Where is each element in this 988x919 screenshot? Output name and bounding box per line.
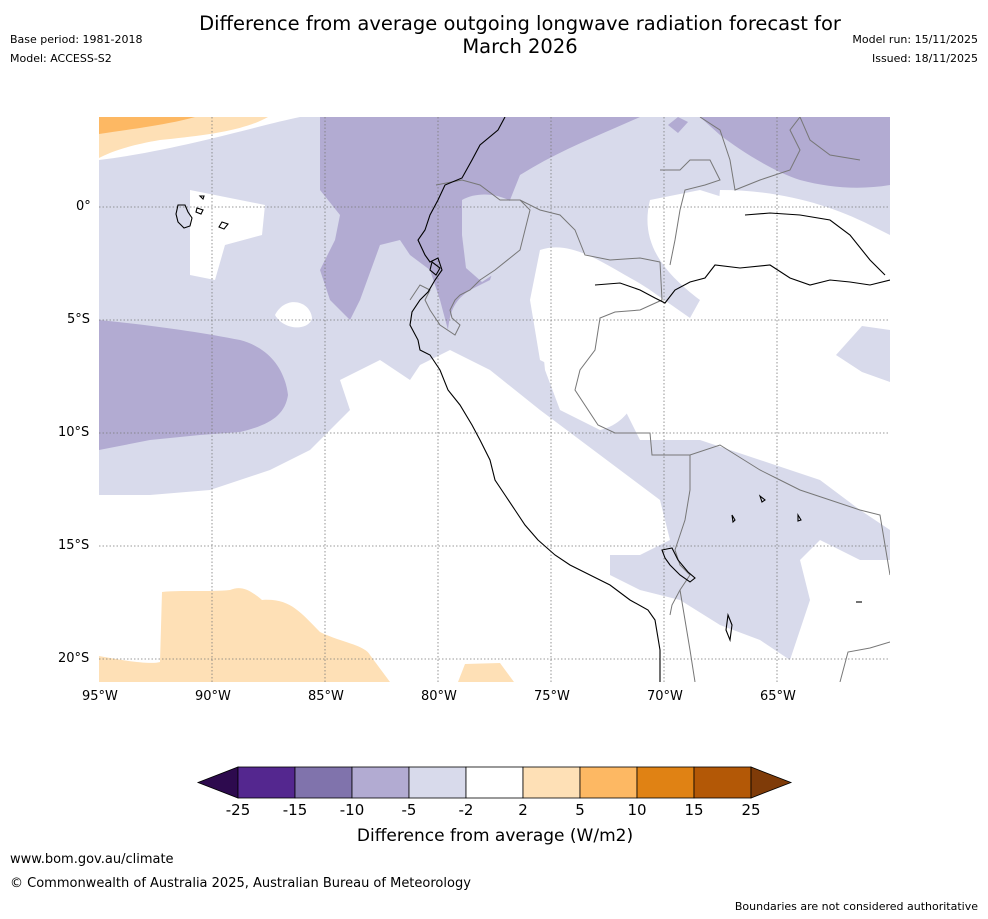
border-bolivia-chile bbox=[679, 589, 696, 682]
colorbar-segment bbox=[294, 766, 353, 799]
base-period: Base period: 1981-2018 bbox=[10, 33, 143, 46]
anomaly-region-light-purple bbox=[462, 194, 515, 282]
colorbar bbox=[196, 766, 793, 799]
border-colombia-brazil bbox=[660, 159, 721, 266]
anomaly-region-light-orange bbox=[99, 588, 390, 682]
anomaly-region-medium-purple bbox=[668, 117, 688, 133]
lake bbox=[731, 514, 736, 524]
anomaly-region-light-orange bbox=[458, 663, 514, 682]
colorbar-extend-min bbox=[196, 766, 239, 799]
galapagos-island bbox=[218, 221, 229, 230]
lon-label: 80°W bbox=[421, 689, 457, 704]
graticule bbox=[99, 117, 890, 682]
colorbar-segment bbox=[237, 766, 296, 799]
footer-disclaimer: Boundaries are not considered authoritat… bbox=[734, 900, 978, 913]
colorbar-ticks: -25 -15 -10 -5 -2 2 5 10 15 25 bbox=[198, 801, 798, 821]
lake bbox=[758, 494, 766, 503]
issued-date: Issued: 18/11/2025 bbox=[871, 52, 978, 65]
border-venezuela bbox=[799, 117, 861, 161]
colorbar-tick-label: -25 bbox=[225, 801, 251, 819]
colorbar-tick-label: 25 bbox=[741, 801, 761, 819]
colorbar-segment bbox=[465, 766, 524, 799]
anomaly-region-neutral bbox=[190, 190, 265, 280]
colorbar-segment bbox=[351, 766, 410, 799]
lon-label: 65°W bbox=[760, 689, 796, 704]
country-borders bbox=[409, 117, 890, 682]
colorbar-segment bbox=[408, 766, 467, 799]
colorbar-tick-label: -2 bbox=[458, 801, 474, 819]
lake bbox=[797, 513, 802, 522]
colorbar-segment bbox=[579, 766, 638, 799]
title-line-2: March 2026 bbox=[462, 35, 578, 58]
amazon-river bbox=[594, 264, 890, 304]
model-name: Model: ACCESS-S2 bbox=[10, 52, 112, 65]
colorbar-segment bbox=[693, 766, 752, 799]
colorbar-tick-label: 10 bbox=[627, 801, 647, 819]
coastlines bbox=[175, 117, 890, 682]
lon-label: 90°W bbox=[195, 689, 231, 704]
coastline-pacific bbox=[409, 117, 661, 682]
anomaly-field bbox=[99, 117, 890, 682]
gulf-guayaquil-island bbox=[429, 261, 441, 276]
lat-label: 15°S bbox=[58, 538, 90, 553]
border-bolivia-argentina bbox=[839, 641, 890, 682]
colorbar-tick-label: 2 bbox=[518, 801, 528, 819]
colorbar-tick-label: -15 bbox=[282, 801, 308, 819]
rio-negro bbox=[744, 212, 886, 276]
border-peru-bolivia bbox=[669, 455, 691, 616]
colorbar-tick-label: -5 bbox=[401, 801, 417, 819]
lon-label: 75°W bbox=[534, 689, 570, 704]
galapagos-island bbox=[198, 195, 205, 201]
lat-label: 20°S bbox=[58, 651, 90, 666]
footer-copyright: © Commonwealth of Australia 2025, Austra… bbox=[10, 876, 471, 891]
model-run: Model run: 15/11/2025 bbox=[852, 33, 978, 46]
lake bbox=[725, 612, 733, 643]
lon-label: 70°W bbox=[647, 689, 683, 704]
lon-label: 85°W bbox=[308, 689, 344, 704]
colorbar-segment bbox=[522, 766, 581, 799]
lake-titicaca bbox=[661, 547, 696, 583]
anomaly-region-medium-purple bbox=[99, 320, 288, 450]
border-colombia-ecuador bbox=[435, 179, 661, 263]
lat-label: 10°S bbox=[58, 425, 90, 440]
anomaly-region-orange bbox=[99, 117, 195, 134]
anomaly-region-medium-purple bbox=[700, 117, 890, 188]
map-title: Difference from average outgoing longwav… bbox=[140, 12, 900, 58]
anomaly-region-neutral bbox=[540, 257, 660, 430]
border-ecuador-peru bbox=[409, 199, 531, 336]
colorbar-label: Difference from average (W/m2) bbox=[356, 826, 634, 846]
anomaly-region-light-purple bbox=[836, 326, 890, 382]
lat-label: 5°S bbox=[67, 312, 91, 327]
colorbar-tick-label: -10 bbox=[339, 801, 365, 819]
colorbar-segment bbox=[636, 766, 695, 799]
colorbar-extend-max bbox=[750, 766, 793, 799]
anomaly-region-neutral bbox=[275, 302, 312, 328]
title-line-1: Difference from average outgoing longwav… bbox=[199, 12, 841, 35]
galapagos-island bbox=[195, 207, 204, 215]
footer-url[interactable]: www.bom.gov.au/climate bbox=[10, 852, 174, 867]
colorbar-tick-label: 15 bbox=[684, 801, 704, 819]
lat-label: 0° bbox=[76, 199, 91, 214]
lon-label: 95°W bbox=[82, 689, 118, 704]
galapagos-isabela bbox=[175, 204, 193, 229]
anomaly-region-light-purple bbox=[99, 117, 890, 660]
border-peru-brazil bbox=[574, 261, 890, 576]
colorbar-tick-label: 5 bbox=[575, 801, 585, 819]
border-colombia-venezuela bbox=[699, 117, 801, 191]
